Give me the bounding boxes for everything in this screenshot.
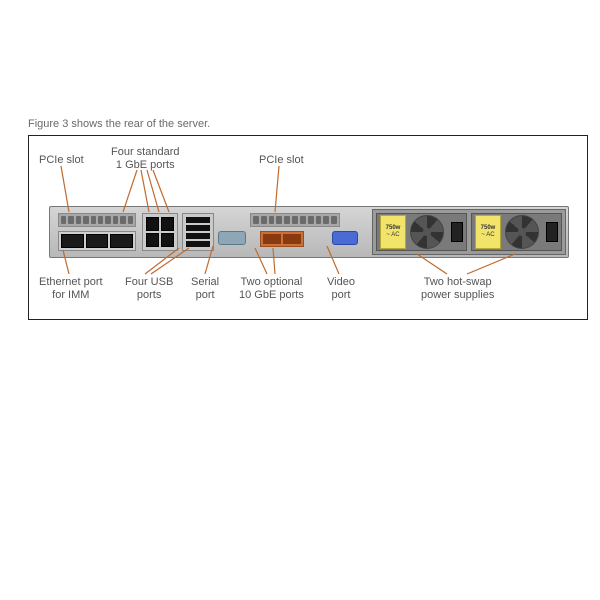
power-socket-icon [546, 222, 558, 242]
label-psu: Two hot-swappower supplies [421, 276, 494, 302]
power-socket-icon [451, 222, 463, 242]
label-video-port: Videoport [327, 276, 355, 302]
psu-ac: ~ AC [481, 232, 494, 239]
fan-icon [410, 215, 444, 249]
tengbe-ports [260, 231, 304, 247]
psu-2: 750w~ AC [471, 213, 562, 251]
psu-1: 750w~ AC [376, 213, 467, 251]
fan-icon [505, 215, 539, 249]
psu-ac: ~ AC [386, 232, 399, 239]
psu-watt: 750w [386, 225, 401, 232]
label-10gbe-ports: Two optional10 GbE ports [239, 276, 304, 302]
ethernet-row [58, 231, 136, 251]
pcie-slot-1 [58, 213, 136, 227]
label-imm-port: Ethernet portfor IMM [39, 276, 103, 302]
label-serial-port: Serialport [191, 276, 219, 302]
label-gbe-ports: Four standard1 GbE ports [111, 146, 179, 172]
psu-watt: 750w [481, 225, 496, 232]
label-pcie-slot-1: PCIe slot [39, 154, 84, 167]
label-usb-ports: Four USBports [125, 276, 173, 302]
figure-caption: Figure 3 shows the rear of the server. [28, 118, 210, 130]
psu-label-icon: 750w~ AC [380, 215, 406, 249]
video-port [332, 231, 358, 245]
pcie-slot-2 [250, 213, 340, 227]
psu-bay: 750w~ AC 750w~ AC [372, 209, 566, 255]
gbe-port-block [142, 213, 178, 251]
psu-label-icon: 750w~ AC [475, 215, 501, 249]
usb-port-block [182, 213, 214, 251]
server-rear-chassis: 750w~ AC 750w~ AC [49, 206, 569, 258]
diagram-frame: PCIe slot Four standard1 GbE ports PCIe … [28, 135, 588, 320]
label-pcie-slot-2: PCIe slot [259, 154, 304, 167]
serial-port [218, 231, 246, 245]
